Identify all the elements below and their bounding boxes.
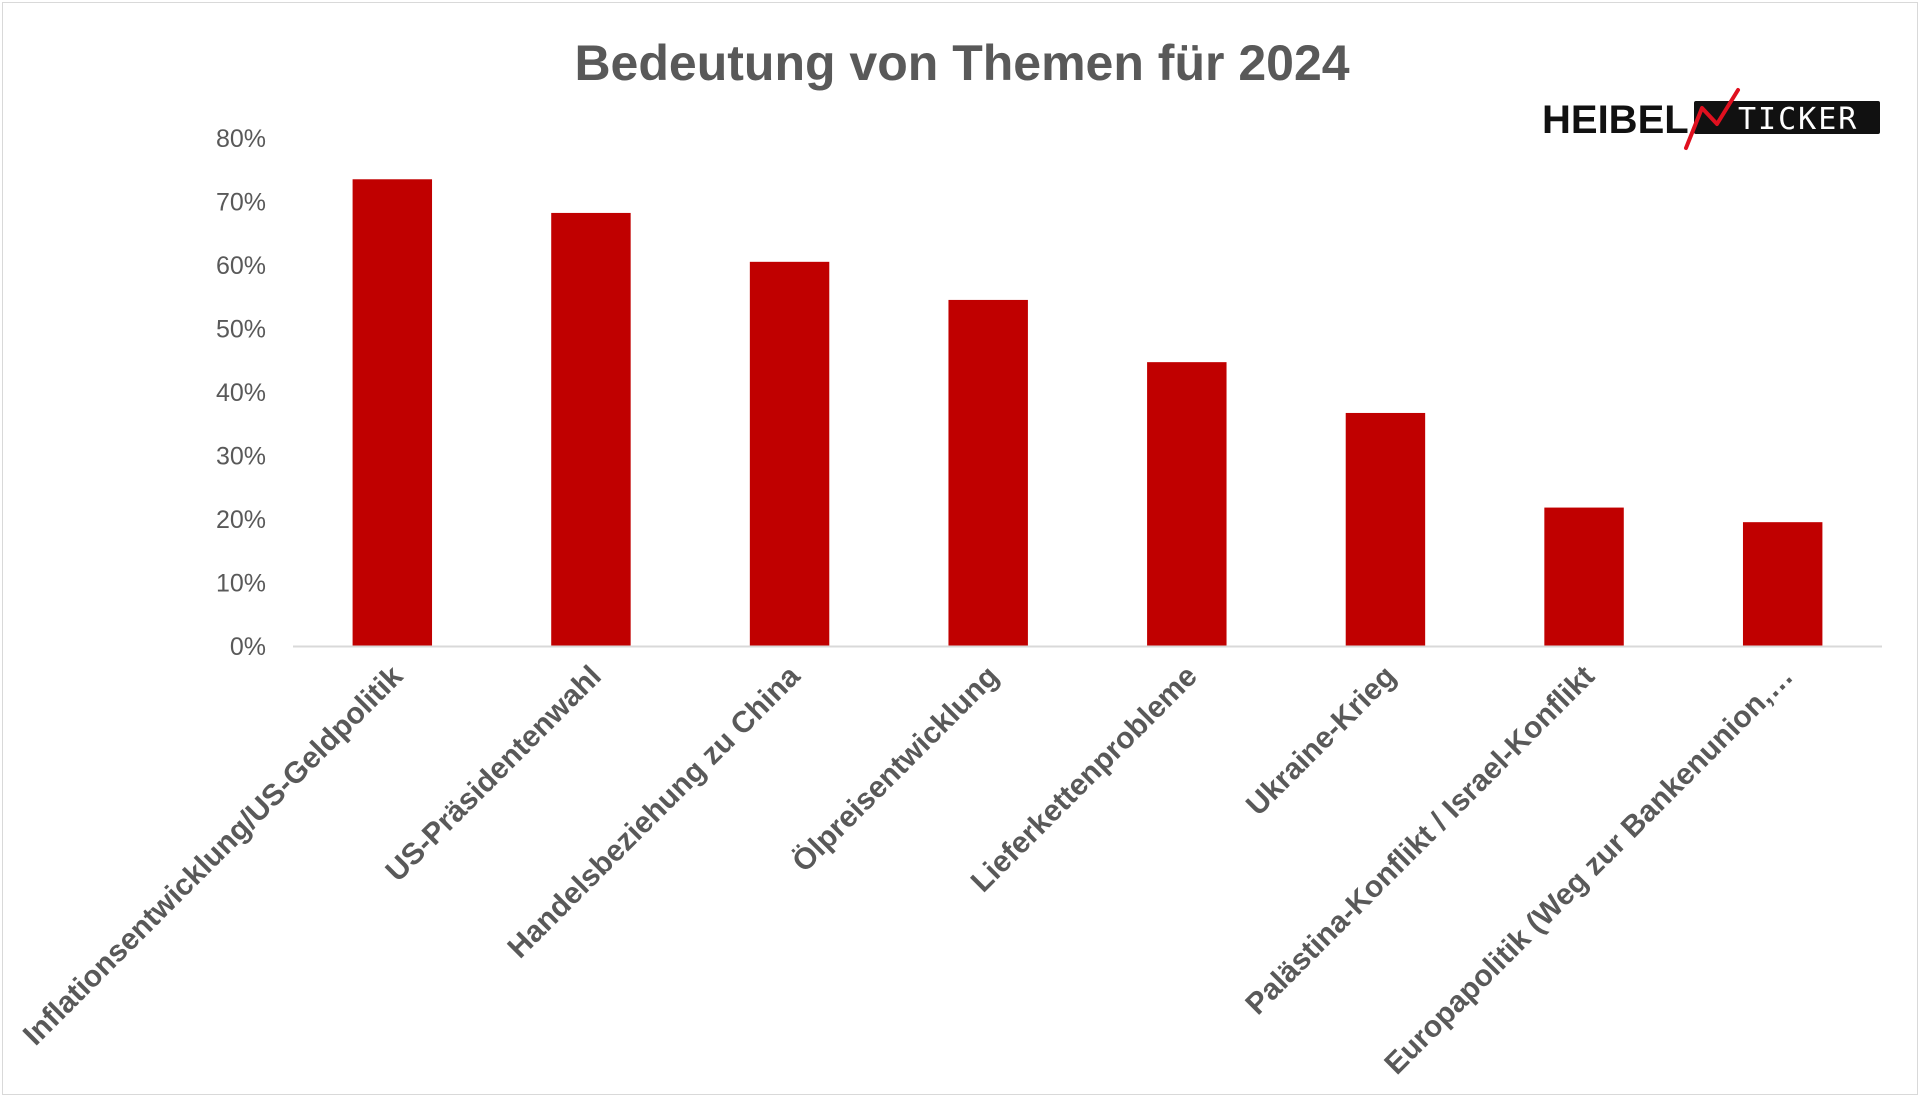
y-tick-label: 50% (216, 316, 266, 344)
x-tick-label: Palästina-Konflikt / Israel-Konflikt (1239, 660, 1601, 1022)
x-axis-labels: Inflationsentwicklung/US-GeldpolitikUS-P… (17, 659, 1800, 1081)
x-tick-label: US-Präsidentenwahl (379, 660, 607, 888)
bar (352, 179, 433, 646)
y-tick-label: 70% (216, 189, 266, 217)
x-tick-label: Ölpreisentwicklung (786, 660, 1005, 879)
bar (1544, 507, 1624, 646)
logo-zigzag-icon (1684, 88, 1740, 150)
logo-ticker-box (1694, 101, 1880, 134)
bar (1147, 362, 1227, 646)
logo-word: HEIBEL (1542, 98, 1689, 142)
x-tick-label: Europapolitik (Weg zur Bankenunion,… (1378, 660, 1799, 1081)
bar (749, 261, 830, 646)
y-tick-label: 30% (216, 443, 266, 471)
bar (1742, 522, 1823, 646)
logo-ticker-text: TICKER (1738, 102, 1858, 137)
y-tick-label: 10% (216, 570, 266, 598)
bar (948, 299, 1028, 646)
x-tick-label: Inflationsentwicklung/US-Geldpolitik (17, 659, 409, 1051)
heibel-ticker-logo: HEIBEL TICKER (1542, 88, 1880, 150)
bar (1345, 412, 1426, 646)
y-tick-label: 0% (230, 633, 266, 661)
x-tick-label: Ukraine-Krieg (1240, 660, 1402, 822)
bar (551, 212, 631, 646)
y-axis-ticks: 0% 10% 20% 30% 40% 50% 60% 70% 80% (216, 125, 266, 661)
y-tick-label: 80% (216, 125, 266, 153)
chart-title: Bedeutung von Themen für 2024 (574, 35, 1349, 91)
bar-series (352, 179, 1823, 646)
y-tick-label: 60% (216, 252, 266, 280)
x-tick-label: Lieferkettenprobleme (965, 660, 1204, 899)
y-tick-label: 20% (216, 506, 266, 534)
y-tick-label: 40% (216, 379, 266, 407)
